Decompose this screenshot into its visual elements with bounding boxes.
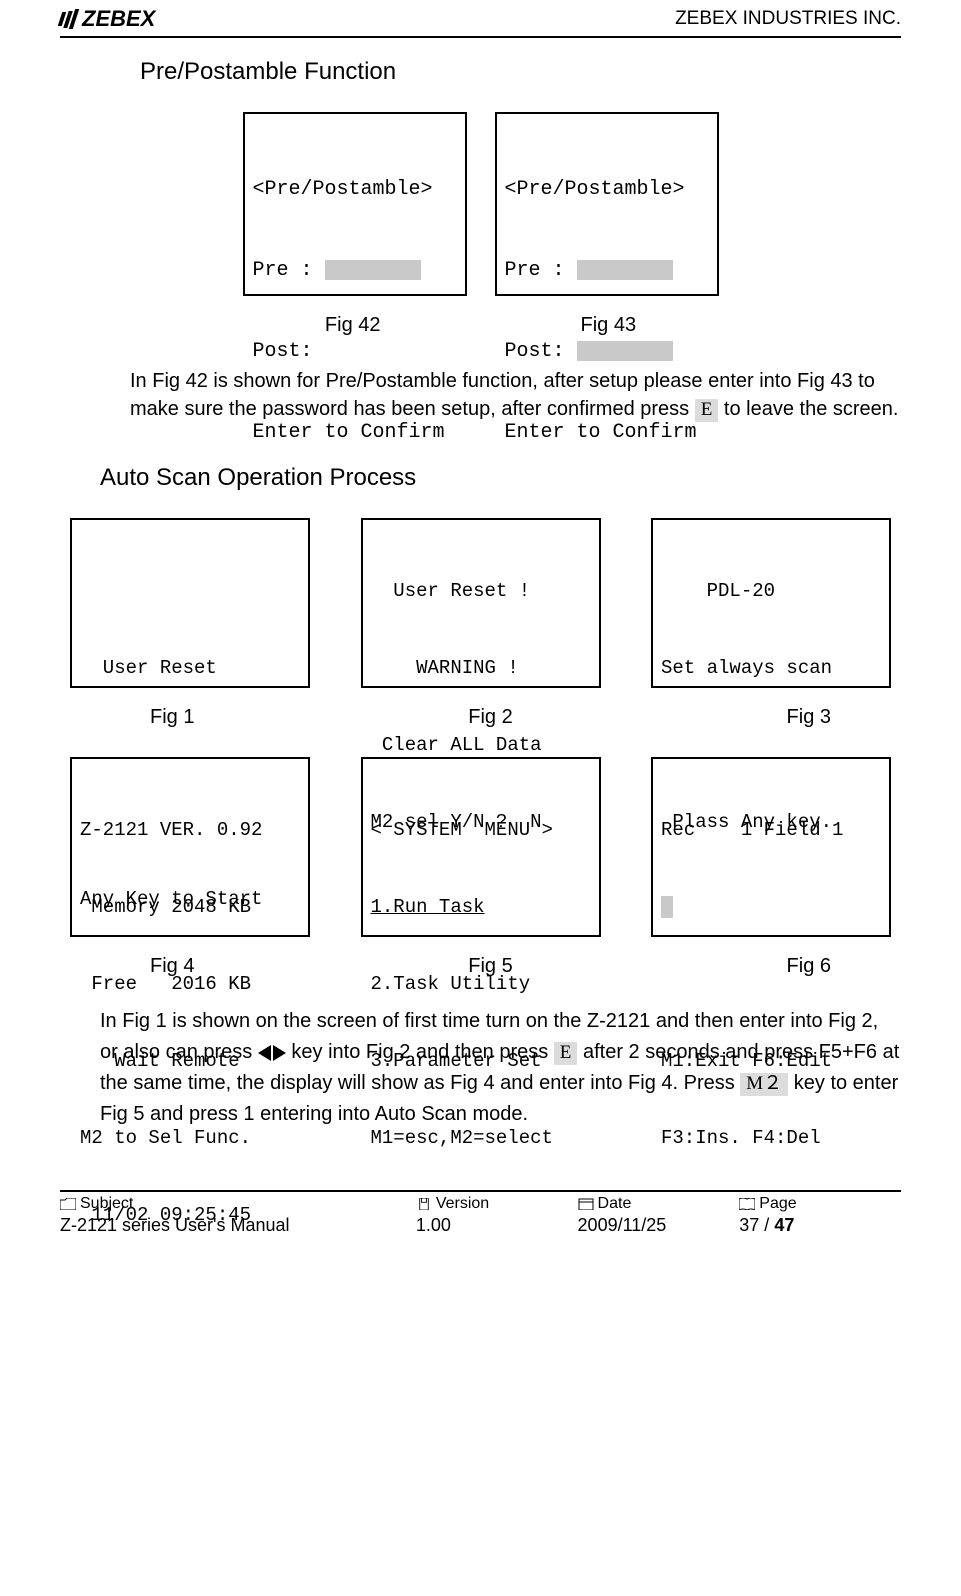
page-number: 37 / 47 xyxy=(739,1215,901,1236)
lcd-line: M1=esc,M2=select xyxy=(371,1126,591,1152)
lcd-line: <Pre/Postamble> xyxy=(253,176,457,203)
lcd-line: WARNING ! xyxy=(371,656,591,682)
lcd-line: Z-2121 VER. 0.92 xyxy=(80,818,300,844)
lcd-line: 3.Parameter Set xyxy=(371,1049,591,1075)
lcd-line: 1.Run Task xyxy=(371,895,591,921)
lcd-line: User Reset ! xyxy=(371,579,591,605)
input-highlight xyxy=(577,341,673,361)
section-title-autoscan: Auto Scan Operation Process xyxy=(100,464,901,492)
lcd-fig2: User Reset ! WARNING ! Clear ALL Data M2… xyxy=(361,518,601,688)
lcd-line: <Pre/Postamble> xyxy=(505,176,709,203)
lcd-line: Clear ALL Data xyxy=(371,733,591,759)
lcd-fig5: < SYSTEM MENU > 1.Run Task 2.Task Utilit… xyxy=(361,757,601,937)
lcd-fig1: User Reset Any Key to Start xyxy=(70,518,310,688)
lcd-line: Post: xyxy=(253,338,457,365)
cursor-icon xyxy=(661,896,673,918)
lcd-line: PDL-20 xyxy=(661,579,881,605)
lcd-fig43: <Pre/Postamble> Pre : Post: Enter to Con… xyxy=(495,112,719,296)
folder-icon xyxy=(60,1198,76,1210)
lcd-line: Set always scan xyxy=(661,656,881,682)
page-header: ZEBEX ZEBEX INDUSTRIES INC. xyxy=(60,0,901,38)
lcd-fig6: Rec 1 Field 1 M1:Exit F6:Edit F3:Ins. F4… xyxy=(651,757,891,937)
lcd-line: Post: xyxy=(505,338,709,365)
lcd-line: Free 2016 KB xyxy=(80,972,300,998)
input-highlight xyxy=(325,260,421,280)
lcd-line: M1:Exit F6:Edit xyxy=(661,1049,881,1075)
logo-text: ZEBEX xyxy=(82,6,155,32)
lcd-line: M2 to Sel Func. xyxy=(80,1126,300,1152)
logo-stripes-icon xyxy=(60,9,76,29)
lcd-fig42: <Pre/Postamble> Pre : Post: Enter to Con… xyxy=(243,112,467,296)
lcd-line: 11/02 09:25:45 xyxy=(80,1203,300,1229)
lcd-line: Pre : xyxy=(505,257,709,284)
company-name: ZEBEX INDUSTRIES INC. xyxy=(675,8,901,30)
lcd-line: Rec 1 Field 1 xyxy=(661,818,881,844)
lcd-fig4: Z-2121 VER. 0.92 Memory 2048 KB Free 201… xyxy=(70,757,310,937)
lcd-line: Pre : xyxy=(253,257,457,284)
figure-row-42-43: <Pre/Postamble> Pre : Post: Enter to Con… xyxy=(60,112,901,296)
lcd-line: Enter to Confirm xyxy=(253,419,457,446)
input-highlight xyxy=(577,260,673,280)
lcd-line: < SYSTEM MENU > xyxy=(371,818,591,844)
lcd-line: Memory 2048 KB xyxy=(80,895,300,921)
section-title-preamble: Pre/Postamble Function xyxy=(140,58,901,86)
lcd-line: 2.Task Utility xyxy=(371,972,591,998)
lcd-fig3: PDL-20 Set always scan Plass Any key. xyxy=(651,518,891,688)
caption-row-42-43: Fig 42 Fig 43 xyxy=(60,314,901,337)
lcd-line xyxy=(661,895,881,921)
figure-row-1-3: User Reset Any Key to Start User Reset !… xyxy=(60,518,901,688)
lcd-line: Enter to Confirm xyxy=(505,419,709,446)
lcd-line: User Reset xyxy=(80,656,300,682)
lcd-line: F3:Ins. F4:Del xyxy=(661,1126,881,1152)
lcd-line: Wait Remote xyxy=(80,1049,300,1075)
figure-row-4-6: Z-2121 VER. 0.92 Memory 2048 KB Free 201… xyxy=(60,757,901,937)
logo: ZEBEX xyxy=(60,6,155,32)
